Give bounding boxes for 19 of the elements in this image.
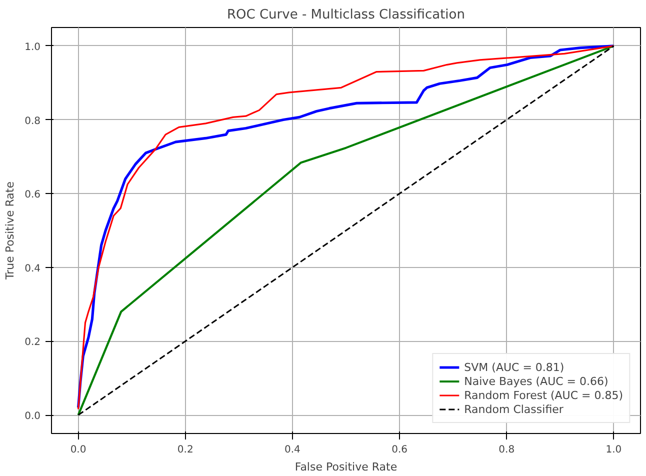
y-tick-label: 0.0 [24,411,41,422]
y-tick-label: 0.2 [24,337,41,348]
x-tick-label: 0.0 [70,444,86,456]
x-axis-title: False Positive Rate [294,460,398,474]
y-tick-label: 0.4 [24,263,41,274]
x-tick-label: 0.2 [177,444,194,456]
legend-label: Random Classifier [464,402,564,416]
legend-label: SVM (AUC = 0.81) [464,360,564,374]
y-tick-label: 1.0 [24,42,41,53]
y-tick-label: 0.8 [24,116,41,127]
x-tick-label: 0.8 [498,444,515,456]
x-tick-label: 1.0 [606,444,622,456]
x-tick-label: 0.4 [284,444,300,456]
y-tick-label: 0.6 [24,190,41,201]
legend-label: Naive Bayes (AUC = 0.66) [464,374,608,388]
legend-label: Random Forest (AUC = 0.85) [464,388,623,402]
chart-title: ROC Curve - Multiclass Classification [227,8,465,22]
x-tick-label: 0.6 [392,444,408,456]
y-axis-title: True Positive Rate [4,181,17,280]
